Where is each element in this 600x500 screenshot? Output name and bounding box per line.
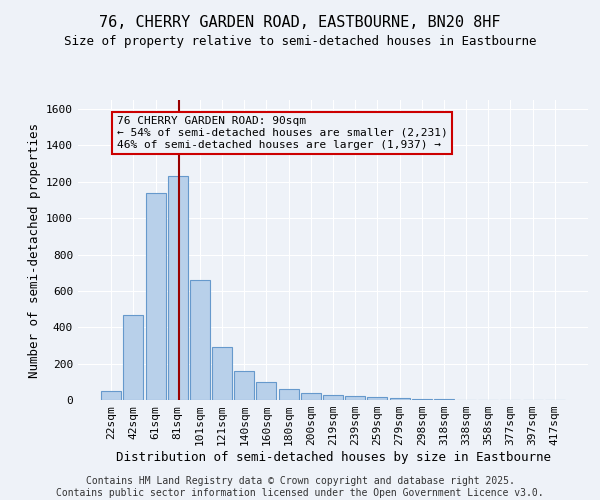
Bar <box>234 371 254 400</box>
Bar <box>389 398 410 400</box>
Bar <box>323 394 343 400</box>
Bar <box>101 391 121 400</box>
Bar <box>256 382 277 400</box>
Text: 76 CHERRY GARDEN ROAD: 90sqm
← 54% of semi-detached houses are smaller (2,231)
4: 76 CHERRY GARDEN ROAD: 90sqm ← 54% of se… <box>117 116 448 150</box>
X-axis label: Distribution of semi-detached houses by size in Eastbourne: Distribution of semi-detached houses by … <box>115 451 551 464</box>
Bar <box>146 192 166 400</box>
Bar <box>212 348 232 400</box>
Y-axis label: Number of semi-detached properties: Number of semi-detached properties <box>28 122 41 378</box>
Bar <box>168 176 188 400</box>
Bar <box>367 398 388 400</box>
Bar <box>301 392 321 400</box>
Bar <box>278 389 299 400</box>
Bar <box>124 314 143 400</box>
Bar <box>190 280 210 400</box>
Text: Contains HM Land Registry data © Crown copyright and database right 2025.
Contai: Contains HM Land Registry data © Crown c… <box>56 476 544 498</box>
Bar <box>345 396 365 400</box>
Bar <box>412 399 432 400</box>
Text: 76, CHERRY GARDEN ROAD, EASTBOURNE, BN20 8HF: 76, CHERRY GARDEN ROAD, EASTBOURNE, BN20… <box>99 15 501 30</box>
Text: Size of property relative to semi-detached houses in Eastbourne: Size of property relative to semi-detach… <box>64 35 536 48</box>
